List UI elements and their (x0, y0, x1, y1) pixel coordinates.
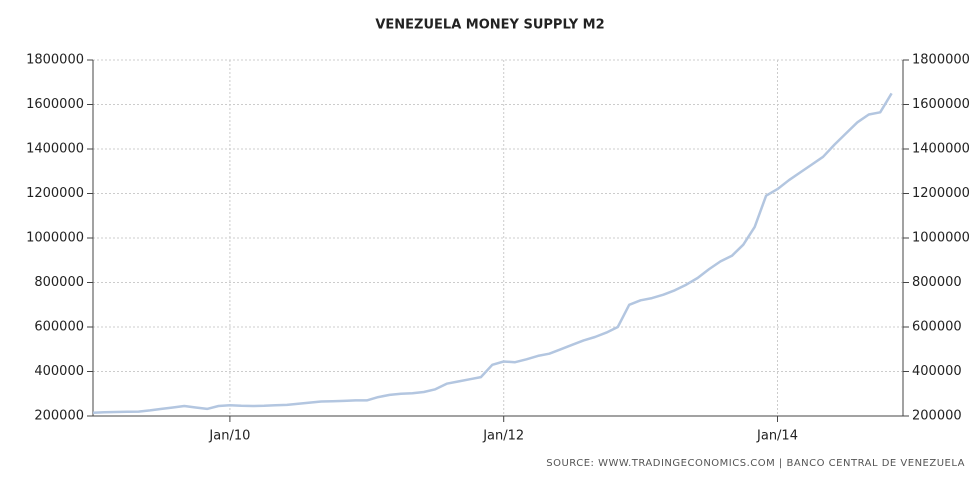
y2-tick-label: 1000000 (912, 231, 970, 246)
source: SOURCE: WWW.TRADINGECONOMICS.COM | BANCO… (546, 458, 965, 469)
x-tick-label: Jan/12 (482, 429, 524, 444)
y-tick-label: 1000000 (26, 231, 84, 246)
y2-tick-label: 1600000 (912, 97, 970, 112)
y2-tick-label: 600000 (912, 320, 962, 335)
y-tick-label: 200000 (34, 409, 84, 424)
y-tick-label: 1200000 (26, 186, 84, 201)
y2-tick-label: 1200000 (912, 186, 970, 201)
y-tick-label: 1600000 (26, 97, 84, 112)
y-tick-label: 800000 (34, 275, 84, 290)
y-tick-label: 400000 (34, 364, 84, 379)
y-tick-label: 600000 (34, 320, 84, 335)
data-line (92, 92, 893, 414)
y2-tick-label: 1400000 (912, 142, 970, 157)
chart-title: VENEZUELA MONEY SUPPLY M2 (375, 18, 604, 33)
y-tick-label: 1400000 (26, 142, 84, 157)
x-tick-label: Jan/14 (756, 429, 798, 444)
y2-tick-label: 1800000 (912, 53, 970, 68)
y2-tick-label: 800000 (912, 275, 962, 290)
y2-tick-label: 400000 (912, 364, 962, 379)
x-tick-label: Jan/10 (208, 429, 250, 444)
y2-tick-label: 200000 (912, 409, 962, 424)
y-tick-label: 1800000 (26, 53, 84, 68)
